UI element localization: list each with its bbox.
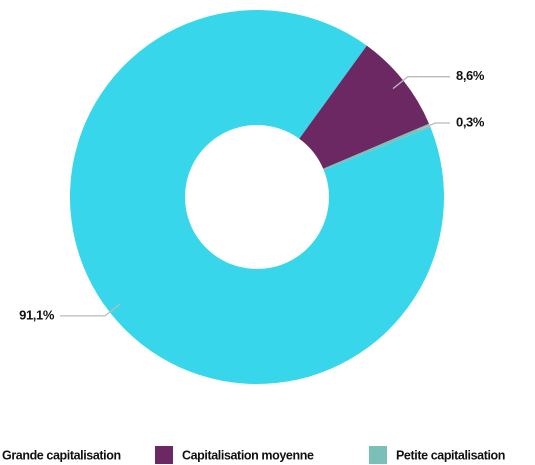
- slice: [70, 9, 444, 384]
- slice: [323, 123, 431, 171]
- labels: 91,1% 8,6% 0,3%: [19, 68, 485, 322]
- leader-line: [417, 122, 450, 131]
- legend-label: Capitalisation moyenne: [182, 448, 314, 462]
- data-label: 8,6%: [456, 68, 485, 83]
- leader-line: [60, 303, 121, 317]
- slice: [299, 45, 430, 169]
- legend: Grande capitalisation Capitalisation moye…: [2, 446, 505, 464]
- legend-swatch: [369, 446, 387, 464]
- slices: [70, 9, 444, 384]
- legend-label: Grande capitalisation: [2, 448, 121, 462]
- data-label: 91,1%: [19, 307, 55, 322]
- legend-label: Petite capitalisation: [396, 448, 505, 462]
- data-label: 0,3%: [456, 114, 485, 129]
- leader-line: [392, 76, 450, 90]
- legend-swatch: [155, 446, 173, 464]
